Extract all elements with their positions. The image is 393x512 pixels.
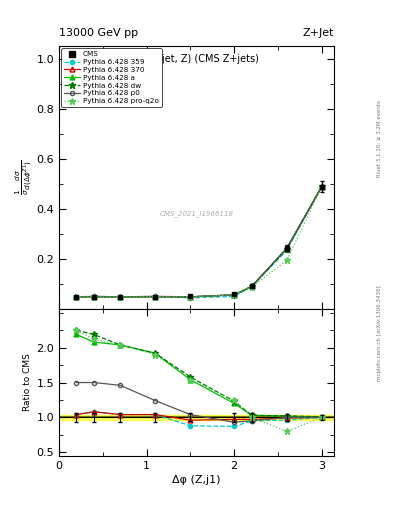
Y-axis label: $\frac{1}{\sigma}\frac{d\sigma}{d(\Delta\phi^{Z1})}$: $\frac{1}{\sigma}\frac{d\sigma}{d(\Delta… bbox=[14, 160, 35, 196]
Text: Rivet 3.1.10; ≥ 3.2M events: Rivet 3.1.10; ≥ 3.2M events bbox=[377, 100, 382, 177]
Y-axis label: Ratio to CMS: Ratio to CMS bbox=[23, 354, 32, 412]
Text: CMS_2021_I1966118: CMS_2021_I1966118 bbox=[160, 210, 233, 217]
Text: 13000 GeV pp: 13000 GeV pp bbox=[59, 28, 138, 38]
X-axis label: Δφ (Z,j1): Δφ (Z,j1) bbox=[172, 475, 221, 485]
Bar bbox=[59, 415, 334, 420]
Text: Δφ(jet, Z) (CMS Z+jets): Δφ(jet, Z) (CMS Z+jets) bbox=[145, 54, 259, 64]
Text: Z+Jet: Z+Jet bbox=[303, 28, 334, 38]
Text: mcplots.cern.ch [arXiv:1306.3436]: mcplots.cern.ch [arXiv:1306.3436] bbox=[377, 285, 382, 380]
Legend: CMS, Pythia 6.428 359, Pythia 6.428 370, Pythia 6.428 a, Pythia 6.428 dw, Pythia: CMS, Pythia 6.428 359, Pythia 6.428 370,… bbox=[61, 48, 162, 107]
